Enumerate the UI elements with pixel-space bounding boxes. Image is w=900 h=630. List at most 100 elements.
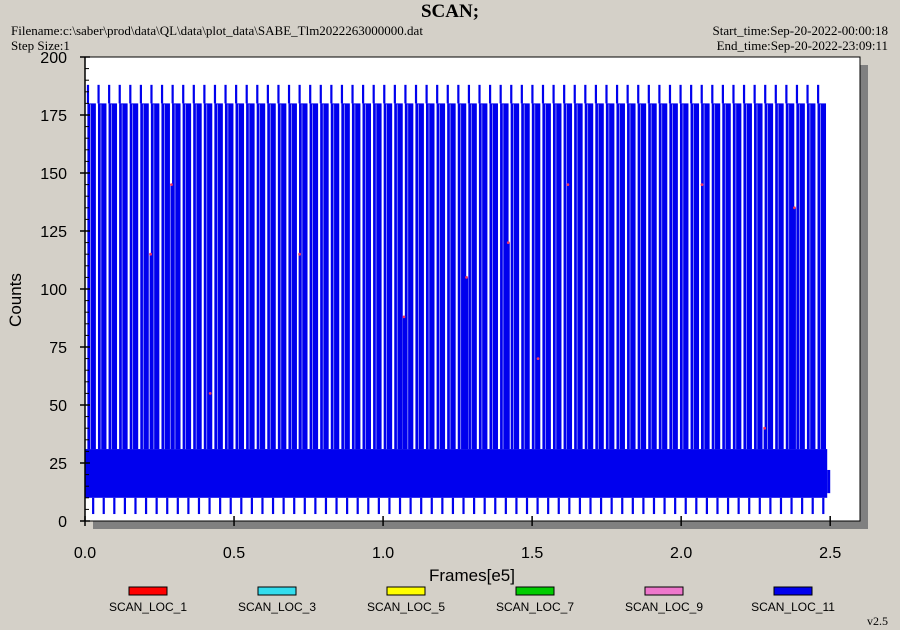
scan-dip xyxy=(303,497,306,515)
x-tick-label: 0.5 xyxy=(223,545,245,562)
scan-pulse xyxy=(658,103,668,450)
scan-pulse xyxy=(277,103,287,450)
scan-dip xyxy=(123,497,127,515)
scan-peak xyxy=(552,84,555,104)
spike-marker xyxy=(506,241,510,245)
scan-pulse xyxy=(351,103,361,450)
x-axis-label: Frames[e5] xyxy=(429,566,515,585)
scan-dip xyxy=(240,497,243,515)
spike-marker xyxy=(700,183,704,187)
scan-peak xyxy=(118,84,121,104)
scan-peak xyxy=(795,84,799,104)
scan-dip xyxy=(176,497,179,515)
scan-peak xyxy=(319,84,322,104)
spike xyxy=(149,254,153,450)
legend-label: SCAN_LOC_11 xyxy=(751,600,835,614)
scan-pulse xyxy=(637,103,647,450)
scan-dip xyxy=(261,497,264,515)
scan-dip xyxy=(314,497,317,515)
scan-peak xyxy=(637,84,640,104)
y-tick-label: 125 xyxy=(40,224,67,241)
scan-pulse xyxy=(447,103,456,450)
scan-peak xyxy=(510,84,513,104)
scan-peak xyxy=(245,84,248,104)
start-time-label: Start_time:Sep-20-2022-00:00:18 xyxy=(712,23,888,38)
y-tick-label: 100 xyxy=(40,282,67,299)
scan-pulse xyxy=(383,103,393,450)
scan-peak xyxy=(362,84,365,104)
scan-dip xyxy=(801,497,804,515)
scan-peak xyxy=(594,84,598,104)
spike-marker xyxy=(465,276,468,279)
scan-dip xyxy=(610,497,613,515)
scan-peak xyxy=(446,84,449,104)
scan-peak xyxy=(467,84,471,104)
scan-dip xyxy=(282,497,285,515)
scan-peak xyxy=(351,84,354,104)
scan-pulse xyxy=(320,103,329,450)
scan-peak xyxy=(700,84,703,104)
spike-marker xyxy=(149,252,152,256)
scan-peak xyxy=(235,84,238,104)
legend-swatch xyxy=(128,586,168,596)
scan-pulse xyxy=(246,103,255,450)
scan-pulse xyxy=(690,103,700,450)
scan-dip xyxy=(822,497,825,515)
scan-pulse xyxy=(584,103,594,450)
scan-dip xyxy=(420,497,423,515)
scan-pulse xyxy=(341,103,350,450)
scan-pulse xyxy=(373,103,382,450)
scan-peak xyxy=(160,84,164,104)
legend-label: SCAN_LOC_5 xyxy=(367,600,445,614)
spike-marker xyxy=(793,206,796,210)
scan-dip xyxy=(229,497,232,515)
scan-pulse xyxy=(775,103,784,450)
scan-peak xyxy=(404,84,407,104)
scan-peak xyxy=(425,84,428,104)
spike-marker xyxy=(170,183,173,187)
scan-peak xyxy=(563,84,566,104)
scan-dip xyxy=(599,497,603,515)
end-time-label: End_time:Sep-20-2022-23:09:11 xyxy=(716,38,888,53)
scan-dip xyxy=(219,497,222,515)
scan-dip xyxy=(483,497,486,515)
scan-dip xyxy=(197,497,201,515)
scan-peak xyxy=(721,84,724,104)
scan-dip xyxy=(790,497,793,515)
scan-dip xyxy=(726,497,730,515)
scan-dip xyxy=(674,497,677,515)
scan-dip xyxy=(155,497,158,515)
spike-marker xyxy=(298,252,302,256)
spike-marker xyxy=(566,183,570,187)
scan-dip xyxy=(663,497,666,515)
scan-peak xyxy=(203,84,206,104)
y-tick-label: 175 xyxy=(40,108,67,125)
scan-peak xyxy=(541,84,545,104)
scan-pulse xyxy=(743,103,752,450)
y-tick-label: 0 xyxy=(58,514,67,531)
x-tick-label: 2.0 xyxy=(670,545,692,562)
scan-pulse xyxy=(722,103,731,450)
scan-dip xyxy=(367,497,370,515)
scan-dip xyxy=(515,497,518,515)
scan-dip xyxy=(166,497,169,515)
y-tick-label: 50 xyxy=(49,398,67,415)
scan-dip xyxy=(113,497,116,515)
scan-pulse xyxy=(267,103,276,450)
scan-peak xyxy=(753,84,756,104)
scan-pulse xyxy=(468,103,477,450)
scan-peak xyxy=(742,84,746,104)
scan-peak xyxy=(785,84,788,104)
legend-label: SCAN_LOC_1 xyxy=(109,600,187,614)
step-size-label: Step Size:1 xyxy=(11,38,70,53)
scan-dip xyxy=(547,497,550,515)
scan-peak xyxy=(764,84,767,104)
scan-peak xyxy=(690,84,693,104)
scan-peak xyxy=(499,84,502,104)
scan-peak xyxy=(393,84,396,104)
filename-label: Filename:c:\saber\prod\data\QL\data\plot… xyxy=(11,23,423,38)
scan-dip xyxy=(779,497,783,515)
scan-dip xyxy=(758,497,761,515)
scan-pulse xyxy=(605,103,615,450)
version-label: v2.5 xyxy=(867,614,888,628)
